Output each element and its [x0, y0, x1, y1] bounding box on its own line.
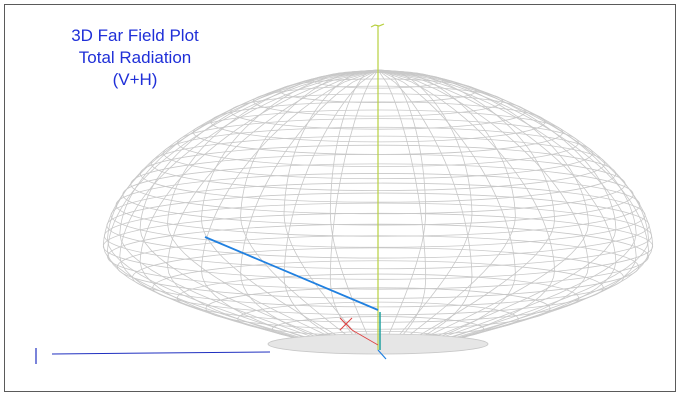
mesh-meridian	[377, 69, 589, 353]
mesh-meridian	[119, 69, 379, 352]
mesh-meridian	[377, 69, 617, 353]
mesh-meridian	[200, 69, 379, 354]
mesh-meridian	[119, 69, 379, 349]
azimuth-direction-line	[204, 236, 379, 311]
mesh-meridian	[329, 69, 379, 347]
mesh-meridian	[377, 69, 516, 354]
mesh-meridian	[167, 69, 379, 348]
mesh-meridian	[377, 69, 617, 349]
mesh-meridian	[102, 69, 379, 351]
origin-tail-line	[377, 349, 387, 360]
mesh-meridian	[377, 69, 473, 347]
x-axis-line	[51, 351, 271, 355]
mesh-meridian	[377, 69, 427, 355]
mesh-meridian	[240, 69, 379, 354]
mesh-meridian	[377, 69, 427, 347]
axis-origin-x-icon	[339, 317, 379, 346]
mesh-meridian	[377, 69, 637, 352]
mesh-meridian	[377, 69, 516, 347]
mesh-meridian	[240, 69, 379, 347]
mesh-meridian	[200, 69, 379, 348]
mesh-meridian	[377, 69, 556, 348]
mesh-meridian	[377, 69, 650, 350]
mesh-meridian	[377, 69, 654, 351]
mesh-meridian	[377, 69, 650, 352]
plot-title-line-2: Total Radiation	[78, 48, 192, 67]
plot-title-line-1: 3D Far Field Plot	[71, 26, 199, 45]
radiation-pattern-mesh	[102, 69, 654, 355]
mesh-meridian	[283, 69, 379, 355]
mesh-meridian	[377, 69, 589, 348]
mesh-meridian	[377, 69, 556, 354]
mesh-meridian	[377, 69, 473, 355]
plot-title-line-3: (V+H)	[112, 70, 158, 89]
mesh-meridian	[106, 69, 379, 352]
axis-tick-icon	[370, 23, 385, 28]
plot-title: 3D Far Field Plot Total Radiation (V+H)	[35, 25, 235, 91]
mesh-meridian	[106, 69, 379, 350]
mesh-meridian	[139, 69, 379, 349]
mesh-meridian	[329, 69, 379, 355]
